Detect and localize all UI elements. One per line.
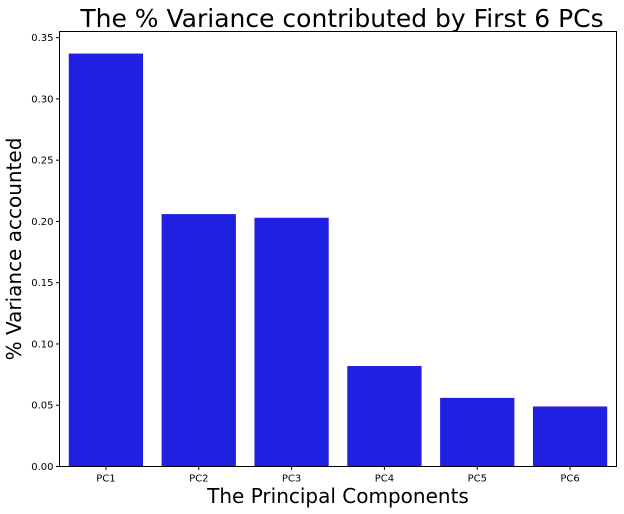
bar-pc2 <box>161 214 236 467</box>
y-tick-label: 0.05 <box>31 401 53 412</box>
y-tick-label: 0.00 <box>31 462 53 473</box>
x-tick-label: PC3 <box>282 474 301 485</box>
y-tick-label: 0.15 <box>31 278 53 289</box>
y-axis-label: % Variance accounted <box>2 138 26 361</box>
bar-pc4 <box>347 366 422 467</box>
x-tick-label: PC6 <box>560 474 579 485</box>
bar-pc6 <box>532 406 608 467</box>
y-tick-label: 0.20 <box>31 217 53 228</box>
chart-title: The % Variance contributed by First 6 PC… <box>79 4 603 33</box>
x-axis-ticks: PC1 PC2 PC3 PC4 PC5 PC6 <box>96 466 580 485</box>
y-tick-label: 0.25 <box>31 156 53 167</box>
bars-group <box>68 53 608 467</box>
x-axis-label: The Principal Components <box>206 484 469 508</box>
y-tick-label: 0.10 <box>31 339 53 350</box>
bar-pc5 <box>440 397 515 467</box>
y-tick-label: 0.35 <box>31 33 53 44</box>
y-axis-ticks: 0.00 0.05 0.10 0.15 0.20 0.25 0.30 0.35 <box>31 33 60 473</box>
x-tick-label: PC1 <box>96 474 115 485</box>
x-tick-label: PC5 <box>468 474 487 485</box>
bar-pc3 <box>254 217 329 467</box>
bar-pc1 <box>68 53 144 467</box>
x-tick-label: PC2 <box>189 474 208 485</box>
x-tick-label: PC4 <box>375 474 394 485</box>
y-tick-label: 0.30 <box>31 94 53 105</box>
plot-frame <box>59 31 617 467</box>
